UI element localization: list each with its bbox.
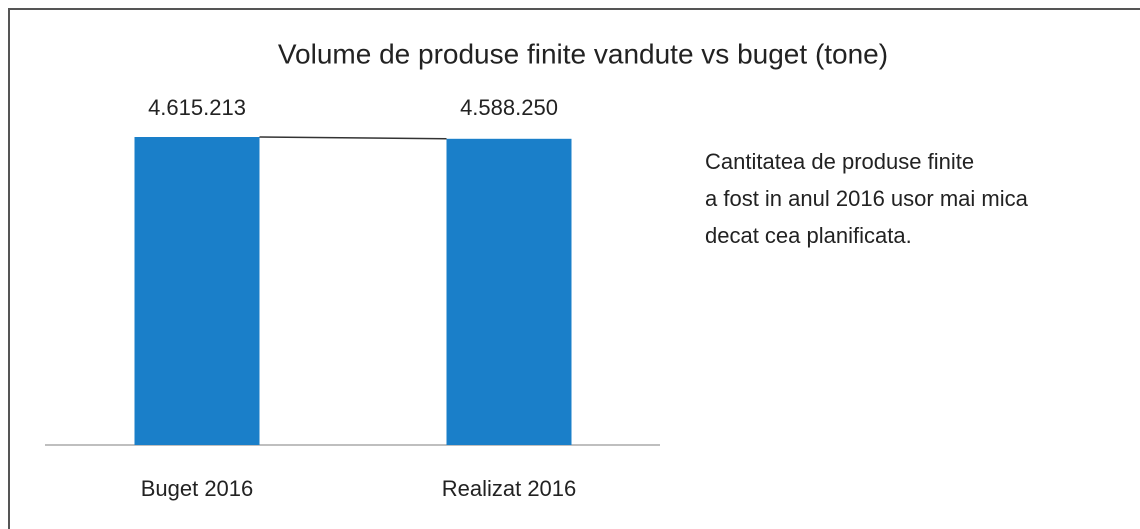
connector-line — [259, 136, 447, 140]
x-tick-label: Realizat 2016 — [442, 476, 577, 501]
value-label: 4.588.250 — [460, 95, 558, 120]
x-tick-label: Buget 2016 — [141, 476, 254, 501]
value-label: 4.615.213 — [148, 95, 246, 120]
bar — [446, 138, 572, 446]
frame — [8, 8, 1140, 529]
bar — [134, 137, 260, 445]
annotation: decat cea planificata. — [705, 223, 912, 248]
chart-title: Volume de produse finite vandute vs buge… — [278, 38, 888, 69]
annotation: a fost in anul 2016 usor mai mica — [705, 186, 1029, 211]
annotation: Cantitatea de produse finite — [705, 149, 974, 174]
